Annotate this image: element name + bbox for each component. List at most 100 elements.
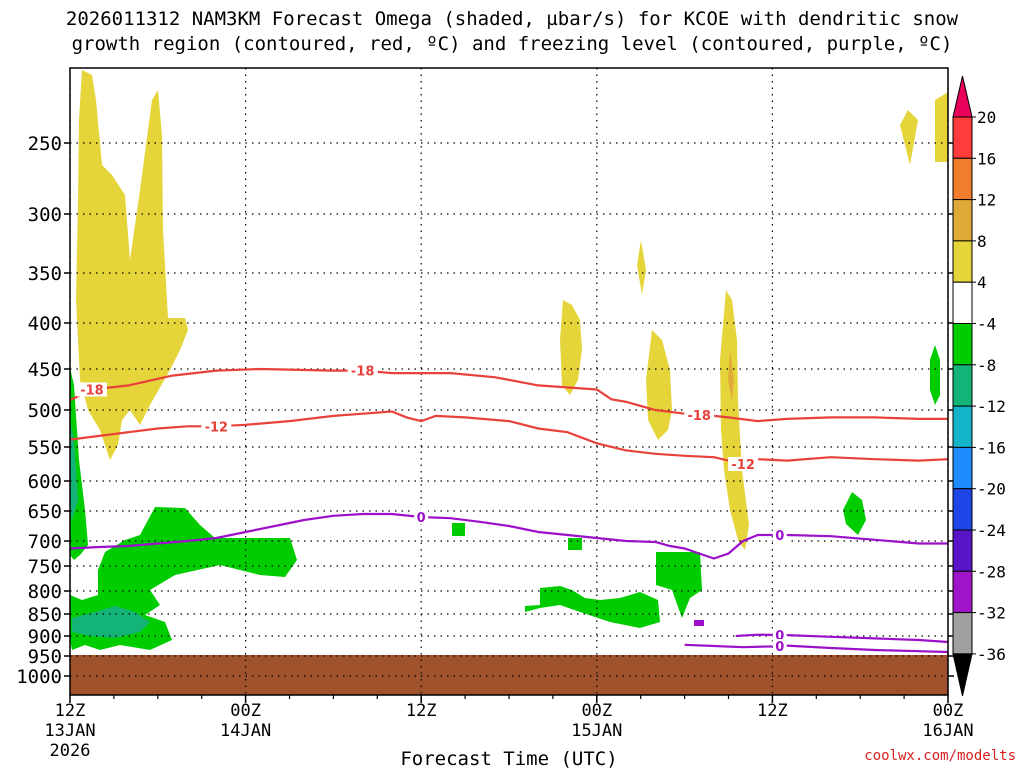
omega-area-yellow: [935, 92, 948, 162]
y-tick-label: 350: [28, 263, 62, 285]
colorbar-label: -20: [977, 480, 1006, 499]
colorbar-swatch: [952, 612, 973, 655]
x-tick-label: 00Z: [230, 701, 261, 721]
contour-label-background: [684, 407, 715, 422]
omega-shading: [70, 70, 948, 695]
colorbar-swatch: [952, 529, 973, 572]
contour-label: -18: [80, 384, 104, 399]
x-tick-label: 12Z: [55, 701, 86, 721]
contour-label-background: [728, 457, 759, 471]
watermark: coolwx.com/modelts: [864, 748, 1016, 764]
x-tick-label: 12Z: [406, 701, 437, 721]
y-tick-label: 450: [28, 359, 62, 381]
contour-line-freezing_level_0_lower_a: [735, 633, 949, 644]
x-tick-date-label: 16JAN: [922, 721, 973, 741]
y-tick-label: 950: [28, 646, 62, 668]
colorbar-swatch: [952, 488, 973, 531]
omega-area-yellow: [900, 110, 918, 165]
omega-area-yellow: [646, 330, 672, 440]
colorbar-label: -32: [977, 604, 1006, 623]
contour-label-background: [76, 382, 107, 397]
y-tick-label: 300: [28, 204, 62, 226]
omega-area-green: [568, 538, 582, 550]
contour-label: -18: [687, 409, 711, 424]
y-axis: 2503003504004505005506006507007508008509…: [16, 133, 954, 688]
contour-label: 0: [775, 640, 784, 655]
colorbar-label: 20: [977, 108, 996, 127]
contour-line-dgz_-18: [69, 367, 948, 423]
omega-area-green: [452, 523, 465, 536]
colorbar-label: 16: [977, 149, 996, 168]
colorbar-swatch: [952, 405, 973, 448]
omega-area-yellow: [720, 290, 749, 550]
omega-area-green: [72, 606, 150, 638]
omega-area-yellow: [637, 240, 646, 295]
y-tick-label: 1000: [16, 666, 62, 688]
contour-line-freezing_level_0: [69, 512, 948, 560]
plot-border: [69, 67, 949, 696]
colorbar-swatch: [952, 364, 973, 407]
colorbar-label: -36: [977, 645, 1006, 664]
contour-label-background: [772, 528, 787, 542]
contour-label-background: [772, 639, 787, 653]
grid-lines: [69, 68, 949, 695]
y-tick-label: 550: [28, 437, 62, 459]
colorbar-label: -4: [977, 315, 996, 334]
contour-label-background: [414, 510, 429, 524]
y-tick-label: 650: [28, 501, 62, 523]
contour-label-background: [201, 419, 232, 434]
colorbar-label: 12: [977, 191, 996, 210]
omega-area-green: [930, 345, 940, 405]
contour-label-background: [347, 363, 378, 378]
contour-label: 0: [775, 529, 784, 544]
colorbar-swatch: [952, 570, 973, 614]
omega-area-green: [843, 492, 866, 535]
chart-title-line1: 2026011312 NAM3KM Forecast Omega (shaded…: [65, 8, 959, 30]
omega-area-yellow: [728, 350, 734, 400]
colorbar-label: 4: [977, 273, 987, 292]
x-tick-date-label: 15JAN: [571, 721, 622, 741]
x-tick-date-label: 14JAN: [220, 721, 271, 741]
colorbar-label: -28: [977, 562, 1006, 581]
colorbar-label: -8: [977, 356, 996, 375]
colorbar-swatch: [952, 446, 973, 490]
omega-area-green: [694, 620, 704, 626]
y-tick-label: 700: [28, 531, 62, 553]
colorbar-label: 8: [977, 232, 987, 251]
contour-label: -12: [731, 458, 755, 473]
colorbar-swatch: [952, 240, 973, 283]
contour-label: -18: [351, 365, 375, 380]
colorbar-swatch: [952, 323, 973, 366]
colorbar-label: -12: [977, 397, 1006, 416]
omega-area-green: [525, 586, 660, 628]
x-tick-label: 00Z: [581, 701, 612, 721]
chart-title-line2: growth region (contoured, red, ºC) and f…: [71, 33, 953, 55]
colorbar-swatch: [952, 281, 973, 325]
x-tick-label: 00Z: [933, 701, 964, 721]
contour-label: -12: [205, 420, 229, 435]
y-tick-label: 800: [28, 581, 62, 603]
contour-line-freezing_level_0_lower_b: [684, 643, 949, 654]
colorbar-label: -16: [977, 438, 1006, 457]
omega-area-yellow: [560, 300, 582, 395]
x-tick-year-label: 2026: [50, 741, 91, 761]
y-tick-label: 600: [28, 471, 62, 493]
plot-frame: [69, 67, 949, 696]
x-tick-label: 12Z: [757, 701, 788, 721]
x-axis-label: Forecast Time (UTC): [400, 748, 617, 768]
omega-area-yellow: [76, 70, 188, 460]
y-tick-label: 500: [28, 400, 62, 422]
colorbar-label: -24: [977, 521, 1006, 540]
colorbar-swatch: [952, 116, 973, 159]
y-tick-label: 400: [28, 313, 62, 335]
colorbar-swatch: [952, 199, 973, 242]
contour-label-background: [772, 628, 787, 643]
omega-area-green: [656, 552, 702, 618]
terrain-below-ground: [70, 655, 948, 695]
y-tick-label: 750: [28, 556, 62, 578]
y-tick-label: 250: [28, 133, 62, 155]
colorbar: 20 16 12 8 4 -4 -8 -12 -16 -20 -24 -28 -32 -36: [952, 75, 1006, 697]
